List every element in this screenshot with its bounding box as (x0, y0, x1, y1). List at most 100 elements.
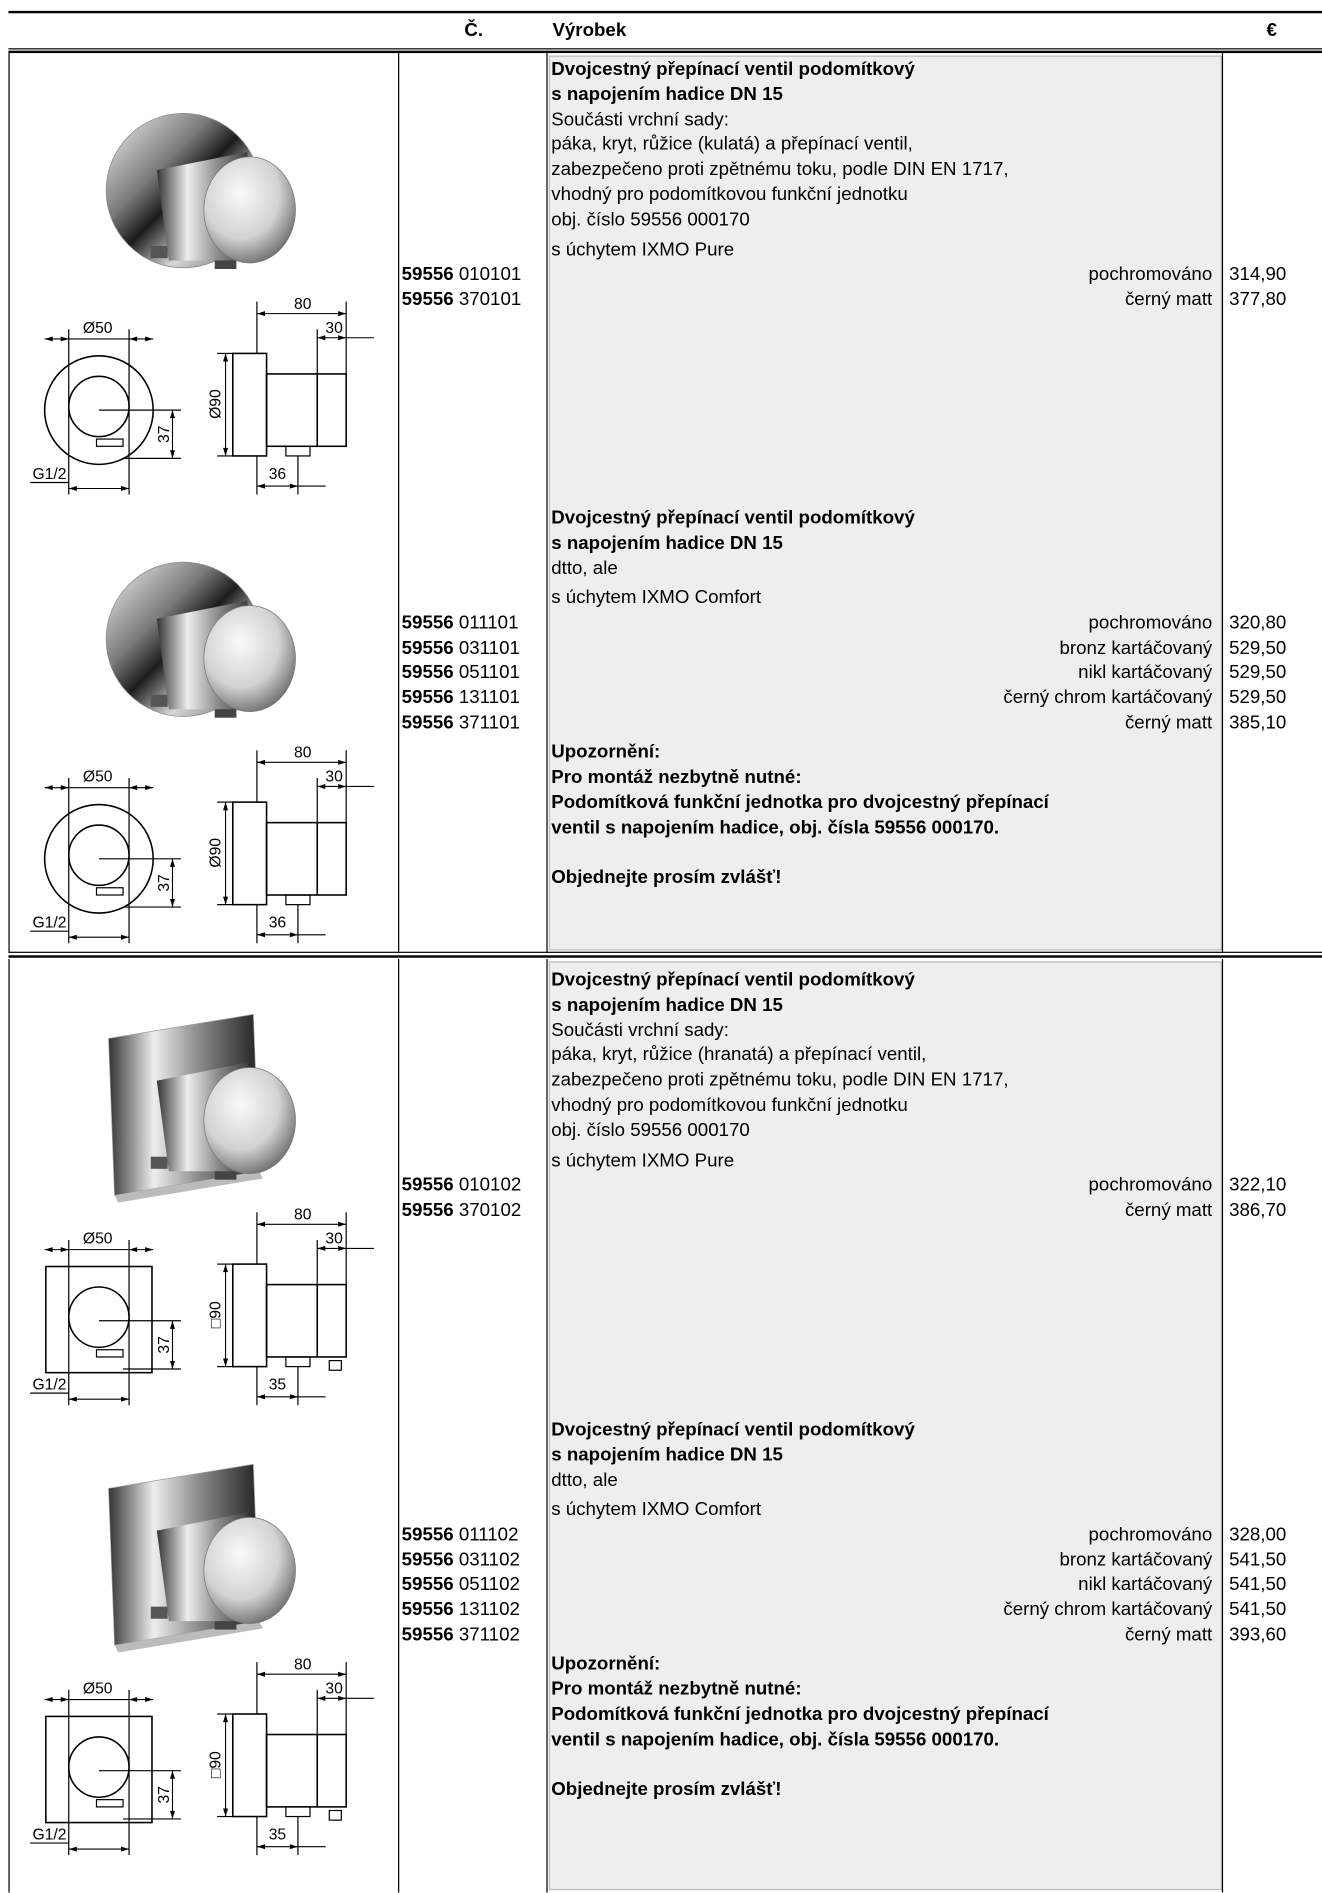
notice: Upozornění: Pro montáž nezbytně nutné: Pod… (551, 741, 1322, 841)
article-number: 59556 031101 (398, 637, 546, 662)
dimension-arrow (338, 1671, 347, 1677)
price: 529,50 (1229, 662, 1287, 684)
product-description: zabezpečeno proti zpětnému toku, podle D… (551, 159, 1009, 180)
dim-width: 80 (294, 744, 312, 761)
price: 377,80 (1229, 289, 1287, 310)
dim-height: 37 (156, 426, 173, 443)
dim-offset: 35 (269, 1377, 287, 1394)
dimension-arrow (120, 1846, 130, 1852)
article-number: 59556 051102 (398, 1573, 546, 1598)
price: 541,50 (1229, 1574, 1287, 1596)
price: 385,10 (1229, 712, 1287, 733)
finish: černý matt (1124, 1624, 1213, 1645)
price: 320,80 (1229, 612, 1287, 634)
col-line (1221, 958, 1224, 1893)
header-price: € (1266, 20, 1277, 42)
product-item: Dvojcestný přepínací ventil podomítkový s… (398, 507, 1322, 892)
article-number: 59556 010101 (398, 263, 546, 288)
dimension-arrow (289, 483, 298, 489)
dimension-arrow (68, 1846, 77, 1852)
side-plate (232, 352, 268, 457)
nozzle (150, 246, 168, 259)
dim-diameter: Ø50 (83, 320, 113, 337)
dim-thread: G1/2 (32, 1826, 66, 1843)
finish: černý matt (1124, 712, 1213, 733)
dim-depth: 30 (325, 1231, 343, 1248)
article-number: 59556 131101 (398, 686, 546, 711)
dim-rosette: Ø90 (208, 389, 225, 419)
notice-line: Upozornění: (551, 1653, 661, 1675)
nozzle-outline (95, 1799, 124, 1808)
dimension-arrow (223, 1714, 229, 1723)
finish: nikl kartáčovaný (1078, 1574, 1213, 1596)
product-description: vhodný pro podomítkovou funkční jednotku (551, 184, 908, 206)
product-column-bg (548, 961, 1222, 1891)
dim-height: 37 (156, 1336, 173, 1353)
handle-cap (203, 156, 296, 264)
dimension-arrow (145, 336, 154, 342)
dimension-arrow (256, 311, 265, 317)
dimension-arrow (338, 311, 347, 317)
dimension-arrow (289, 932, 298, 938)
article-code: 011102 (458, 1524, 519, 1546)
price-row: 59556 031102 bronz kartáčovaný 541,50 (398, 1548, 1322, 1573)
dimension-arrow (169, 410, 175, 419)
handle-outline (67, 824, 130, 887)
dimension-arrow (256, 1671, 265, 1677)
article-code: 370102 (458, 1200, 522, 1221)
dim-depth: 30 (325, 1681, 343, 1698)
finish: bronz kartáčovaný (1059, 1549, 1213, 1571)
price: 314,90 (1229, 264, 1287, 286)
article-prefix: 59556 (401, 1624, 454, 1645)
nozzle-outline (95, 438, 124, 447)
product-text: Dvojcestný přepínací ventil podomítkový s… (551, 1418, 1322, 1523)
dim-diameter: Ø50 (83, 769, 113, 786)
dimension-arrow (256, 932, 265, 938)
technical-drawing: Ø50 37 G1/2 80 30 Ø90 36 (30, 296, 374, 495)
product-description: Součásti vrchní sady: (551, 109, 729, 130)
article-code: 371101 (458, 712, 520, 733)
article-prefix: 59556 (401, 1200, 454, 1221)
product-column-bg (548, 55, 1222, 951)
section: Ø50 37 G1/2 80 30 Ø90 36 Ø50 37 G1/2 80 30 Ø90 36 (0, 53, 1322, 958)
article-code: 010101 (458, 264, 522, 286)
dimension-arrow (44, 785, 53, 791)
dim-diameter: Ø50 (83, 1231, 113, 1248)
product-description: zabezpečeno proti zpětnému toku, podle D… (551, 1070, 1009, 1091)
dimension-arrow (289, 1844, 298, 1850)
price: 328,00 (1229, 1524, 1287, 1546)
side-body (265, 373, 347, 448)
article-number: 59556 011102 (398, 1524, 546, 1549)
finish: pochromováno (1088, 1175, 1213, 1196)
dimension-arrow (317, 335, 326, 341)
side-nozzle (285, 1356, 311, 1368)
dimension-arrow (44, 1247, 53, 1253)
dimension-arrow (256, 759, 265, 765)
dim-rosette: Ø90 (208, 838, 225, 868)
price-row: 59556 011102 pochromováno 328,00 (398, 1524, 1322, 1549)
dim-depth: 30 (325, 769, 343, 786)
dimension-arrow (129, 1697, 138, 1703)
finish: pochromováno (1088, 264, 1213, 286)
dimension-arrow (169, 1770, 175, 1779)
product-image (105, 561, 296, 718)
header-number: Č. (464, 20, 484, 42)
dimension-arrow (223, 447, 229, 456)
front-outline (45, 1265, 153, 1374)
product-description: obj. číslo 59556 000170 (551, 209, 750, 231)
article-code: 031102 (458, 1549, 520, 1571)
product-text: Dvojcestný přepínací ventil podomítkový s… (551, 507, 1322, 612)
dimension-arrow (169, 1360, 175, 1370)
price-row: 59556 010101 pochromováno 314,90 (398, 263, 1322, 288)
technical-drawing: Ø50 37 G1/2 80 30 Ø90 36 (30, 744, 374, 944)
dimension-arrow (68, 486, 77, 492)
price: 541,50 (1229, 1549, 1287, 1571)
section-rule (8, 955, 1322, 958)
dimension-arrow (317, 1245, 326, 1251)
dimension-arrow (60, 1247, 69, 1253)
price-row: 59556 370101 černý matt 377,80 (398, 288, 1322, 313)
dim-width: 80 (294, 296, 312, 313)
finish: černý chrom kartáčovaný (1003, 1599, 1213, 1620)
dimension-arrow (145, 785, 154, 791)
dim-width: 80 (294, 1656, 312, 1673)
